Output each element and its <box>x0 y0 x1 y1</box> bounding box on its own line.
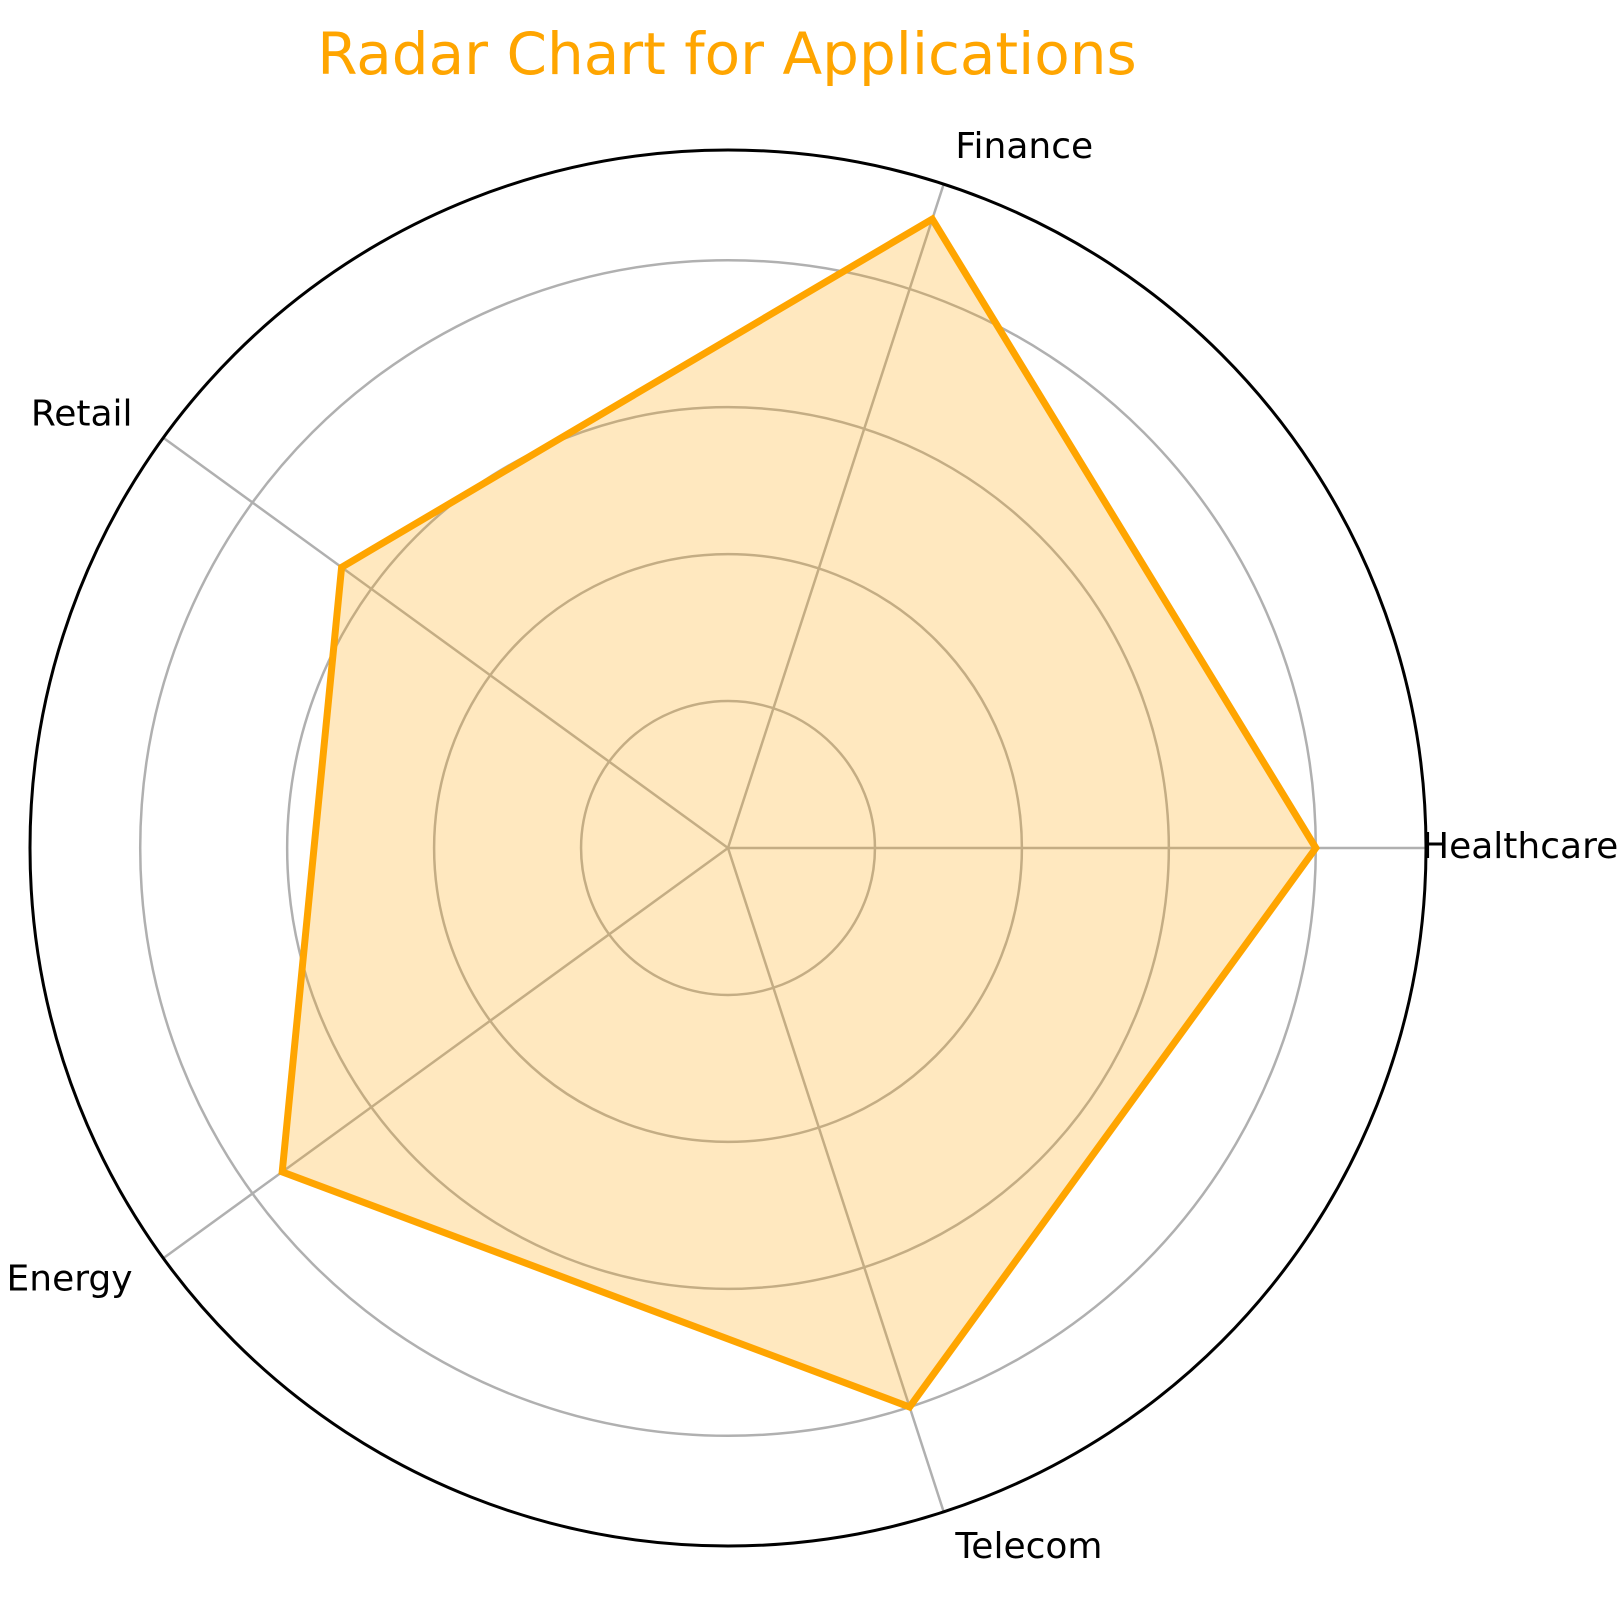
spoke-finance <box>726 183 945 849</box>
axis-label-finance: Finance <box>955 126 1093 167</box>
axis-label-telecom: Telecom <box>954 1526 1102 1567</box>
spoke-telecom <box>726 847 945 1513</box>
polar-frame <box>28 148 1428 1548</box>
axis-labels: Healthcare Finance Retail Energy Telecom <box>7 126 1617 1567</box>
series-layer <box>278 214 1321 1412</box>
series-area <box>282 219 1316 1408</box>
series-line <box>278 214 1321 1412</box>
chart-title: Radar Chart for Applications <box>317 20 1137 88</box>
spoke-retail <box>162 436 729 850</box>
axis-label-retail: Retail <box>31 393 133 434</box>
axis-label-healthcare: Healthcare <box>1422 826 1617 867</box>
axis-label-energy: Energy <box>7 1259 133 1300</box>
spoke-energy <box>162 846 729 1260</box>
